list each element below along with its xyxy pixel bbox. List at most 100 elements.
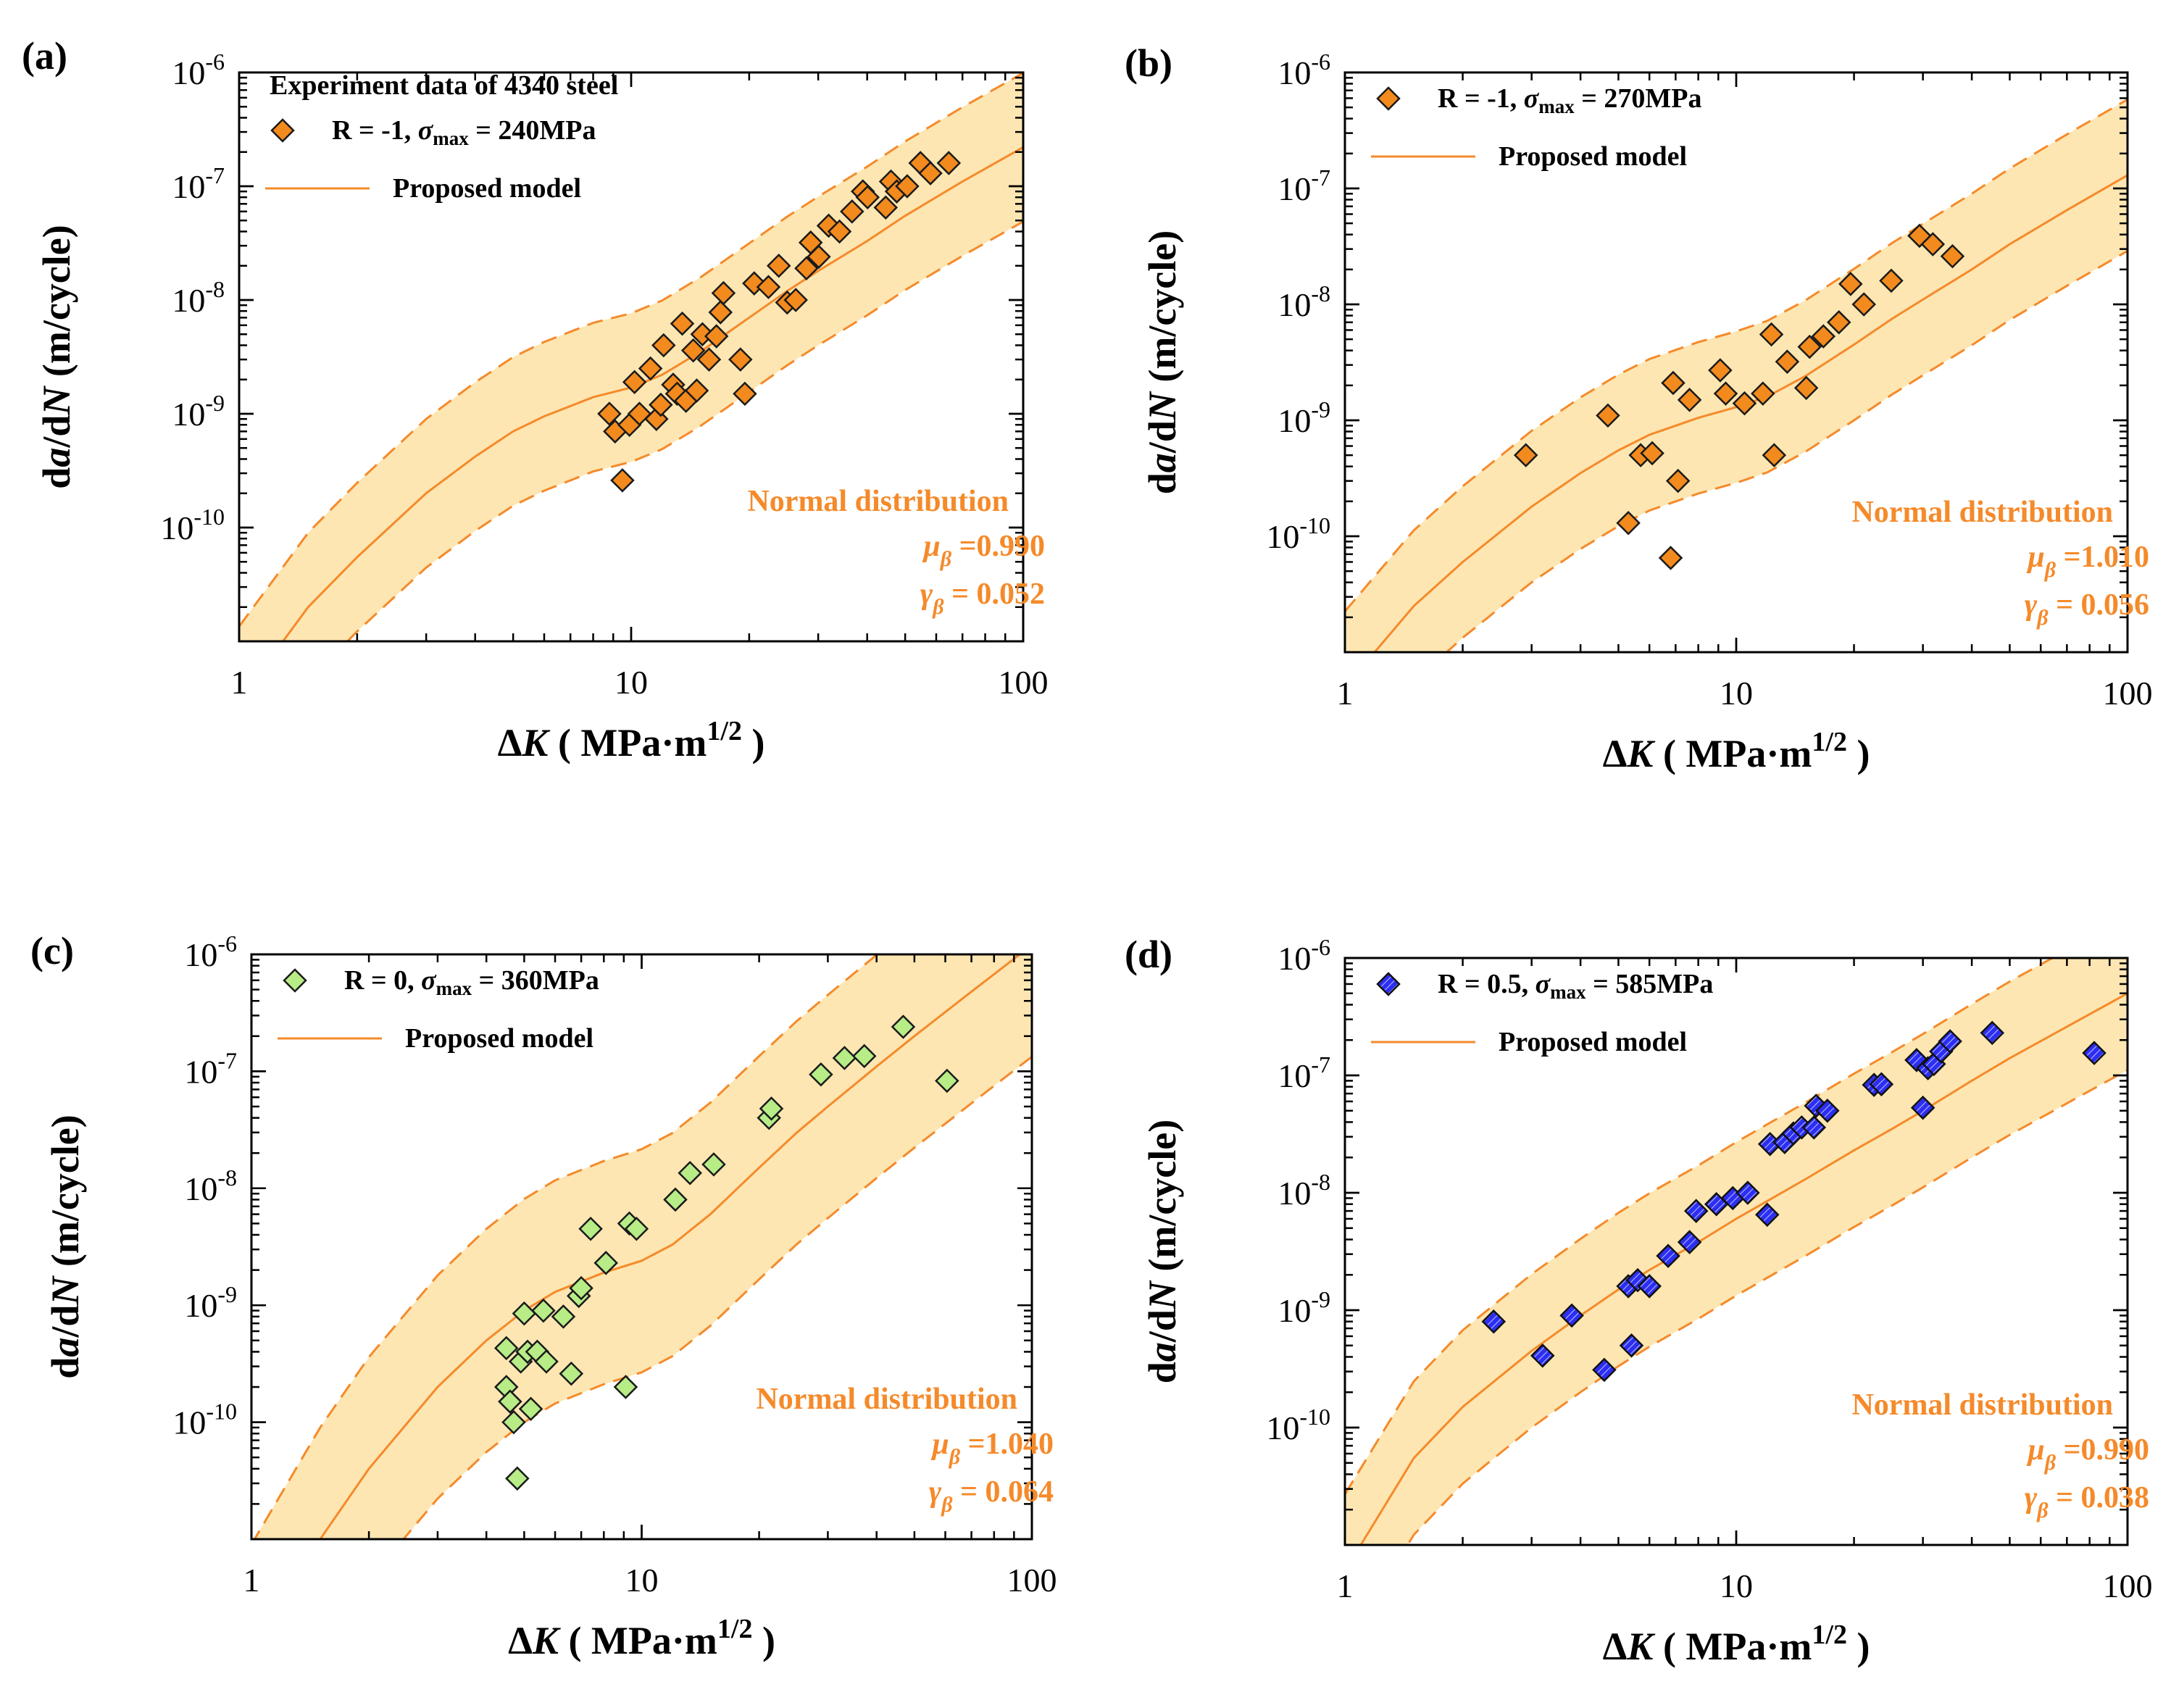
data-point (1559, 1303, 1584, 1328)
x-tick-label: 1 (1337, 1567, 1354, 1604)
data-point (493, 1336, 519, 1361)
data-point (936, 151, 962, 175)
data-point (1658, 546, 1683, 570)
annotation-title: Normal distribution (1851, 1388, 2113, 1422)
y-tick-label: 10-9 (1278, 396, 1330, 439)
y-tick-label: 10-6 (1278, 49, 1330, 91)
y-tick-label: 10-7 (1278, 1051, 1330, 1094)
y-tick-label: 10-8 (184, 1165, 237, 1207)
y-tick-label: 10-7 (184, 1047, 237, 1090)
data-point (1481, 1309, 1507, 1334)
data-point (704, 324, 729, 349)
data-point (651, 333, 676, 358)
data-point (678, 1160, 702, 1186)
data-point (827, 219, 852, 244)
data-point (935, 1068, 959, 1093)
data-point (518, 1396, 543, 1421)
data-point (1980, 1020, 2005, 1046)
annotation-gamma: γβ = 0.064 (929, 1475, 1054, 1517)
x-axis-title: ΔK ( MPa·m1/2 ) (508, 1614, 775, 1662)
data-point (1592, 1357, 1617, 1383)
data-point (505, 1466, 530, 1491)
data-point (895, 174, 920, 199)
data-point (534, 1349, 559, 1374)
data-point (1656, 1243, 1680, 1268)
data-point (1732, 391, 1757, 416)
data-point (759, 1096, 784, 1121)
legend-model-label: Proposed model (405, 1023, 593, 1054)
panel-label: (d) (1125, 933, 1172, 976)
data-point (1879, 268, 1904, 293)
data-point (733, 381, 757, 407)
data-point (1754, 1202, 1780, 1228)
data-point (531, 1298, 556, 1323)
data-point (1683, 1199, 1709, 1223)
data-point (1826, 310, 1851, 335)
chart-panel-d: 1 10 100 10-6 10-7 10-8 10-9 10-10 (d) ΔK ( MPa·m… (1125, 933, 2153, 1668)
lower-bound-line (401, 1056, 1032, 1539)
data-point (1762, 443, 1787, 467)
annotation-mu: μβ =0.990 (2026, 1433, 2149, 1475)
data-point (680, 338, 706, 363)
data-point (597, 401, 622, 426)
data-point (708, 300, 733, 325)
data-point (756, 275, 781, 299)
data-point (1940, 243, 1965, 269)
data-point (1661, 370, 1685, 396)
legend-marker (283, 968, 307, 993)
data-point (1596, 403, 1620, 428)
data-point (1801, 1115, 1827, 1140)
distribution-annotation: Normal distribution μβ =0.990 γβ = 0.052 (747, 485, 1045, 619)
x-tick-label: 100 (2103, 675, 2153, 712)
upper-bound-line (1345, 958, 2055, 1495)
data-point (891, 1015, 916, 1039)
data-point (1677, 388, 1702, 412)
data-point (1713, 381, 1738, 406)
data-points (1513, 223, 1965, 570)
data-point (578, 1217, 603, 1241)
y-tick-label: 10-8 (172, 276, 225, 319)
data-point (783, 288, 808, 312)
annotation-title: Normal distribution (756, 1383, 1017, 1416)
data-point (1938, 1029, 1962, 1054)
data-point (1838, 272, 1863, 296)
legend: R = -1, σmax = 240MPa Proposed model (265, 115, 596, 204)
data-point (1640, 441, 1664, 466)
chart-panel-c: 1 10 100 10-6 10-7 10-8 10-9 10-10 (c) ΔK ( MPa·m… (30, 929, 1057, 1662)
y-tick-label: 10-6 (172, 49, 225, 91)
data-point (1735, 1180, 1760, 1205)
confidence-band (254, 954, 1032, 1539)
data-point (1530, 1343, 1555, 1368)
y-tick-label: 10-8 (1278, 280, 1330, 323)
panel-label: (b) (1125, 41, 1172, 85)
data-point (1815, 1099, 1840, 1123)
data-point (696, 347, 722, 372)
data-point (851, 1043, 877, 1069)
y-tick-label: 10-10 (172, 1399, 237, 1441)
data-point (1910, 1095, 1935, 1120)
data-point (1851, 292, 1876, 317)
data-point (1775, 349, 1800, 374)
data-point (1811, 324, 1836, 349)
upper-bound-line (253, 954, 879, 1539)
data-point (593, 1251, 618, 1275)
annotation-gamma: γβ = 0.038 (2025, 1481, 2149, 1522)
y-tick-label: 10-9 (1278, 1286, 1330, 1329)
legend-series-label: R = -1, σmax = 270MPa (1438, 83, 1701, 117)
legend-series-label: R = -1, σmax = 240MPa (332, 115, 596, 149)
legend-series-label: R = 0.5, σmax = 585MPa (1438, 969, 1713, 1003)
y-axis-title: da/dN (m/cycle) (35, 225, 78, 488)
upper-bound-line (239, 72, 1023, 628)
data-point (1513, 443, 1538, 467)
chart-panel-b: 1 10 100 10-6 10-7 10-8 10-9 10-10 (b) ΔK ( MPa·m… (1125, 41, 2153, 775)
plot-area (253, 954, 1032, 1539)
data-point (840, 199, 864, 224)
data-point (1797, 334, 1822, 359)
data-point (2082, 1041, 2107, 1065)
x-tick-label: 1 (231, 664, 248, 701)
x-axis-title: ΔK ( MPa·m1/2 ) (1603, 727, 1870, 775)
chart-panel-a: 1 10 100 10-6 10-7 10-8 10-9 10-10 (a) ΔK ( MPa·m… (22, 34, 1049, 765)
y-tick-label: 10-8 (1278, 1169, 1330, 1212)
y-tick-label: 10-10 (1266, 1404, 1330, 1446)
